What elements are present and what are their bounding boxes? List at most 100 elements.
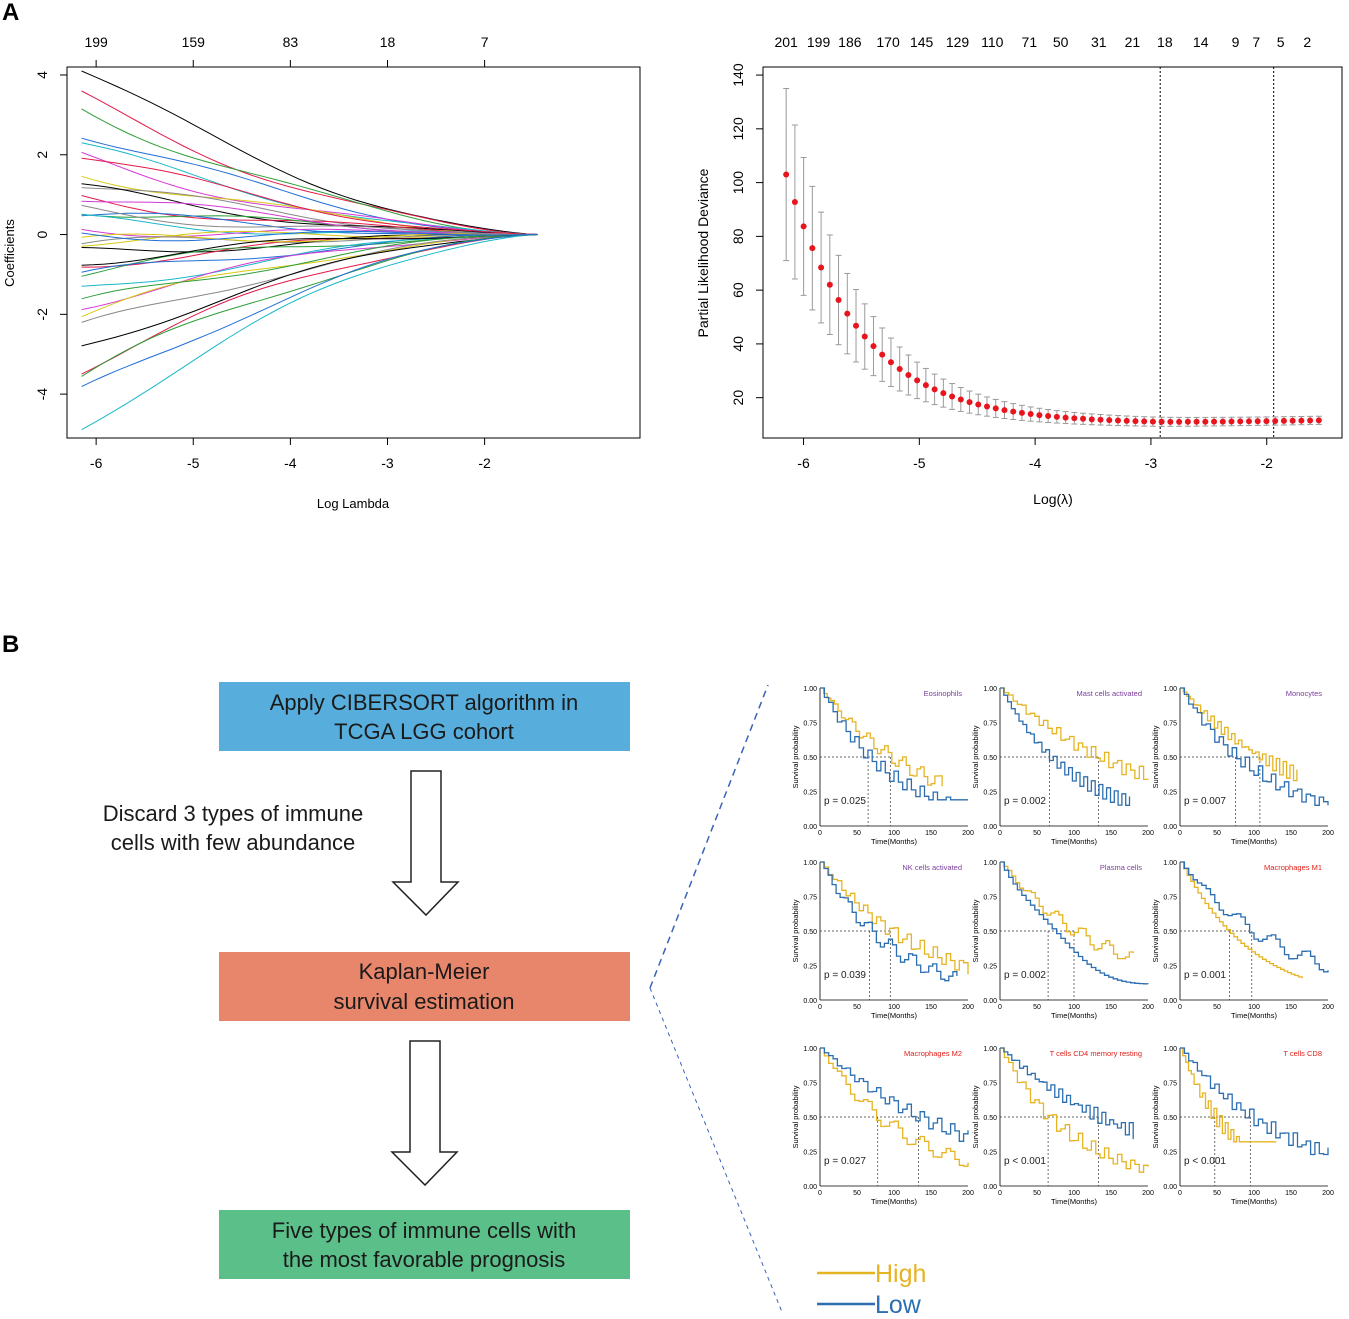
km-curve-low bbox=[1180, 1047, 1329, 1156]
km-y-axis-label: Survival probability bbox=[971, 899, 980, 962]
km-x-tick-label: 100 bbox=[888, 1190, 900, 1197]
cv-point bbox=[783, 171, 790, 178]
cv-y-axis-label: Partial Likelihood Deviance bbox=[695, 168, 711, 337]
zoom-line-bottom bbox=[649, 987, 783, 1313]
km-x-axis-label: Time(Months) bbox=[1051, 1197, 1097, 1206]
cv-point bbox=[1193, 418, 1200, 425]
coefficient-path bbox=[81, 234, 539, 323]
km-panel-title: Eosinophils bbox=[924, 689, 963, 698]
cv-top-tick-label: 199 bbox=[807, 34, 831, 50]
km-curve-low bbox=[820, 1047, 969, 1142]
km-panel-title: T cells CD8 bbox=[1283, 1049, 1322, 1058]
cv-x-tick-label: -3 bbox=[1145, 455, 1158, 471]
cv-point bbox=[896, 366, 903, 373]
km-panel: 0.00 0.25 0.50 0.75 1.00 0 50 100 150 200 Time(Mon… bbox=[791, 860, 974, 1020]
coefficient-path bbox=[81, 230, 539, 242]
coefficient-path bbox=[81, 233, 539, 243]
km-y-tick-label: 0.25 bbox=[1163, 1150, 1177, 1157]
flow-box-kaplan-meier-line1: Kaplan-Meier bbox=[359, 959, 490, 984]
down-arrow-2 bbox=[390, 1040, 459, 1187]
cv-point bbox=[940, 390, 947, 397]
km-x-axis-label: Time(Months) bbox=[871, 1197, 917, 1206]
km-x-axis-label: Time(Months) bbox=[1231, 1197, 1277, 1206]
lasso-y-tick-label: 4 bbox=[34, 71, 50, 79]
cv-point bbox=[975, 401, 982, 408]
km-x-tick-label: 0 bbox=[1178, 1190, 1182, 1197]
lasso-plot-frame bbox=[66, 66, 641, 439]
km-panel-title: Plasma cells bbox=[1100, 863, 1142, 872]
km-x-tick-label: 0 bbox=[818, 830, 822, 837]
coefficient-path bbox=[81, 234, 539, 431]
cv-point bbox=[809, 245, 816, 252]
cv-plot-frame bbox=[762, 66, 1343, 439]
cv-point bbox=[1114, 417, 1121, 424]
cv-point bbox=[1036, 412, 1043, 419]
km-y-tick-label: 0.25 bbox=[983, 790, 997, 797]
cv-point bbox=[1272, 417, 1279, 424]
lasso-y-tick-label: 2 bbox=[34, 151, 50, 159]
km-x-axis-label: Time(Months) bbox=[1231, 1011, 1277, 1020]
cv-point bbox=[1254, 418, 1261, 425]
km-y-axis-label: Survival probability bbox=[1151, 1085, 1160, 1148]
legend-low-label: Low bbox=[875, 1291, 922, 1319]
km-y-tick-label: 0.00 bbox=[803, 824, 817, 831]
cv-point bbox=[1123, 417, 1130, 424]
coefficient-path bbox=[81, 70, 539, 235]
cv-point bbox=[1211, 418, 1218, 425]
down-arrow-1 bbox=[391, 770, 460, 917]
cv-y-tick-label: 80 bbox=[730, 228, 746, 244]
cv-point bbox=[1307, 417, 1314, 424]
km-y-tick-label: 1.00 bbox=[983, 860, 997, 867]
cv-point bbox=[835, 297, 842, 304]
km-y-tick-label: 0.25 bbox=[1163, 790, 1177, 797]
cv-top-tick-label: 110 bbox=[981, 34, 1004, 50]
km-curve-low bbox=[1180, 861, 1329, 973]
km-x-axis-label: Time(Months) bbox=[871, 1011, 917, 1020]
cv-point bbox=[879, 351, 886, 358]
km-y-tick-label: 1.00 bbox=[803, 686, 817, 693]
km-p-value: p = 0.027 bbox=[824, 1156, 866, 1167]
lasso-x-tick-label: -6 bbox=[90, 455, 103, 471]
km-y-tick-label: 1.00 bbox=[1163, 860, 1177, 867]
cv-x-tick-label: -2 bbox=[1261, 455, 1274, 471]
km-y-tick-label: 0.75 bbox=[983, 895, 997, 902]
km-y-tick-label: 0.50 bbox=[803, 929, 817, 936]
km-p-value: p = 0.025 bbox=[824, 796, 866, 807]
km-x-tick-label: 50 bbox=[1033, 1190, 1041, 1197]
flow-box-favorable-line2: the most favorable prognosis bbox=[283, 1247, 566, 1272]
km-y-tick-label: 1.00 bbox=[1163, 686, 1177, 693]
km-x-tick-label: 150 bbox=[925, 1190, 937, 1197]
km-curve-low bbox=[1000, 1047, 1134, 1140]
km-x-tick-label: 200 bbox=[962, 830, 974, 837]
cv-point bbox=[1010, 408, 1017, 415]
cv-point bbox=[957, 396, 964, 403]
km-curve-high bbox=[1180, 687, 1298, 782]
cv-point bbox=[1141, 418, 1148, 425]
km-panel: 0.00 0.25 0.50 0.75 1.00 0 50 100 150 200 Time(Mon… bbox=[791, 1046, 974, 1206]
km-x-tick-label: 100 bbox=[888, 830, 900, 837]
km-y-tick-label: 1.00 bbox=[1163, 1046, 1177, 1053]
km-x-tick-label: 150 bbox=[925, 1004, 937, 1011]
km-y-tick-label: 0.50 bbox=[803, 755, 817, 762]
km-y-tick-label: 0.25 bbox=[1163, 964, 1177, 971]
km-y-axis-label: Survival probability bbox=[1151, 725, 1160, 788]
lasso-top-tick-label: 159 bbox=[182, 34, 206, 50]
cv-point bbox=[1097, 416, 1104, 423]
km-x-tick-label: 0 bbox=[998, 1190, 1002, 1197]
km-p-value: p = 0.001 bbox=[1184, 970, 1226, 981]
cv-top-tick-label: 170 bbox=[876, 34, 900, 50]
km-curve-high bbox=[1180, 1047, 1277, 1143]
cv-point bbox=[861, 333, 868, 340]
km-y-tick-label: 0.50 bbox=[983, 1115, 997, 1122]
cv-point bbox=[818, 264, 825, 271]
cv-top-tick-label: 18 bbox=[1157, 34, 1173, 50]
km-x-axis-label: Time(Months) bbox=[1231, 837, 1277, 846]
cv-x-axis-label: Log(λ) bbox=[1033, 491, 1073, 507]
km-x-axis-label: Time(Months) bbox=[871, 837, 917, 846]
cv-x-tick-label: -6 bbox=[797, 455, 810, 471]
cv-top-tick-label: 129 bbox=[946, 34, 970, 50]
cv-x-tick-label: -4 bbox=[1029, 455, 1042, 471]
km-x-tick-label: 0 bbox=[1178, 830, 1182, 837]
km-curve-high bbox=[1000, 861, 1134, 960]
